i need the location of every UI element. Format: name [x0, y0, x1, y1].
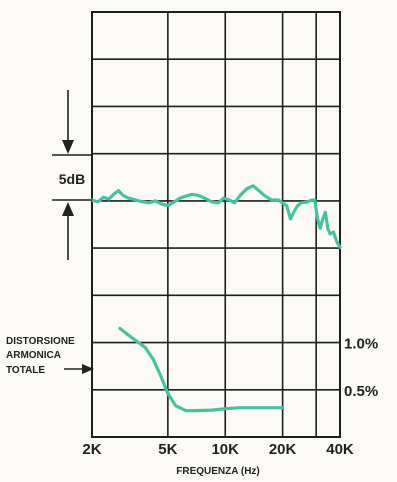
plot-border [91, 11, 341, 438]
total_harmonic_distortion-line [118, 326, 285, 413]
db-arrow-top-head [62, 140, 74, 154]
thd-axis-label: DISTORSIONE ARMONICA TOTALE [6, 336, 94, 376]
chart-grid [92, 12, 340, 437]
x-axis-label: FREQUENZA (Hz) [176, 466, 260, 477]
db-scale-label: 5dB [59, 171, 85, 187]
db-scale-marker: 5dB [52, 90, 92, 260]
x-tick-label: 5K [158, 441, 177, 458]
plot-frame [91, 11, 341, 438]
frequency_response-line [90, 184, 342, 249]
series-group [90, 184, 342, 413]
thd-label-line-3: TOTALE [6, 365, 45, 376]
x-tick-label: 2K [82, 441, 101, 458]
db-arrow-bottom-head [62, 202, 74, 216]
x-tick-label: 20K [269, 441, 297, 458]
thd-tick-labels: 1.0% 0.5% [344, 336, 378, 400]
x-tick-label: 10K [211, 441, 239, 458]
thd-label-line-1: DISTORSIONE [6, 336, 75, 347]
thd-arrow-head [82, 364, 94, 374]
x-tick-labels: 2K 5K 10K 20K 40K [82, 441, 354, 458]
thd-label-line-2: ARMONICA [6, 350, 61, 361]
x-tick-label: 40K [326, 441, 354, 458]
thd-tick-label: 0.5% [344, 383, 378, 400]
thd-tick-label: 1.0% [344, 336, 378, 353]
